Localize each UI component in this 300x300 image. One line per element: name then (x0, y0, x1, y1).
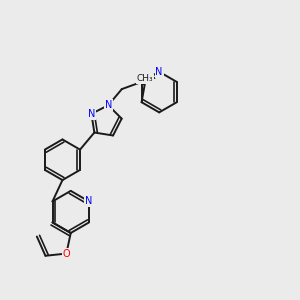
Text: N: N (105, 100, 112, 110)
Text: N: N (88, 109, 95, 119)
Text: O: O (63, 249, 70, 259)
Text: CH₃: CH₃ (136, 74, 153, 83)
Text: N: N (155, 67, 163, 77)
Text: N: N (85, 196, 93, 206)
